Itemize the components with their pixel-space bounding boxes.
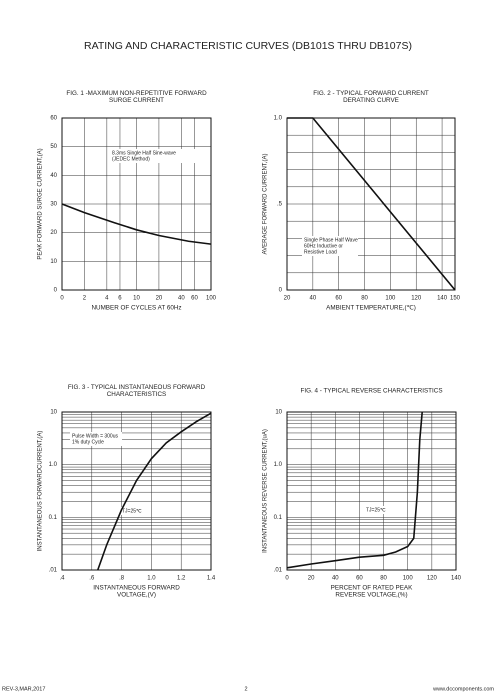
- x-tick-label: .6: [89, 576, 95, 582]
- y-tick-label: 0.1: [49, 515, 58, 521]
- plot-frame: [286, 117, 456, 291]
- annotation-box: [120, 507, 150, 515]
- x-tick-label: 100: [403, 576, 414, 582]
- x-tick-label: 140: [451, 576, 462, 582]
- y-tick-label: 20: [50, 230, 57, 236]
- y-tick-label: 30: [50, 202, 57, 208]
- curve: [97, 412, 212, 571]
- y-tick-label: 60: [50, 116, 57, 122]
- x-tick-label: 120: [427, 576, 438, 582]
- y-tick-label: 10: [275, 410, 282, 416]
- x-tick-label: 60: [191, 296, 198, 302]
- chart-title: FIG. 3 - TYPICAL INSTANTANEOUS FORWARD: [68, 384, 206, 391]
- annotation-box: [364, 506, 394, 514]
- chart-title: CHARACTERISTICS: [107, 391, 166, 398]
- x-axis-label: INSTANTANEOUS FORWARD: [93, 585, 180, 592]
- y-tick-label: .5: [277, 202, 283, 208]
- x-tick-label: 1.0: [147, 576, 156, 582]
- y-tick-label: 10: [50, 259, 57, 265]
- x-tick-label: 1.2: [177, 576, 186, 582]
- chart-title: SURGE CURRENT: [109, 97, 164, 104]
- annotation: TJ=25℃: [122, 508, 142, 514]
- x-tick-label: 1.4: [207, 576, 216, 582]
- annotation: Pulse Width = 300us: [72, 433, 118, 439]
- y-tick-label: 0: [279, 288, 283, 294]
- x-tick-label: 10: [133, 296, 140, 302]
- plot-frame: [286, 411, 457, 571]
- annotation: Single Phase Half Wave: [304, 237, 358, 243]
- annotation: (JEDEC Method): [112, 156, 150, 162]
- x-tick-label: 60: [335, 296, 342, 302]
- y-tick-label: .01: [274, 568, 283, 574]
- x-axis-label: PERCENT OF RATED PEAK: [331, 585, 413, 592]
- y-tick-label: .01: [49, 568, 58, 574]
- x-tick-label: 80: [361, 296, 368, 302]
- y-tick-label: 1.0: [49, 462, 58, 468]
- x-tick-label: 6: [118, 296, 122, 302]
- y-tick-label: 0.1: [274, 515, 283, 521]
- annotation: 8.3ms Single Half Sine-wave: [112, 150, 176, 156]
- y-tick-label: 0: [54, 288, 58, 294]
- chart-title: FIG. 1 -MAXIMUM NON-REPETITIVE FORWARD: [66, 90, 207, 97]
- annotation: TJ=25℃: [366, 507, 386, 513]
- x-tick-label: 4: [105, 296, 109, 302]
- y-axis-label: INSTANTANEOUS REVERSE CURRENT,(uA): [263, 429, 269, 553]
- x-tick-label: 40: [178, 296, 185, 302]
- footer-right: www.dccomponents.com: [432, 686, 494, 692]
- x-tick-label: 40: [310, 296, 317, 302]
- chart-title: FIG. 4 - TYPICAL REVERSE CHARACTERISTICS: [300, 388, 442, 395]
- x-axis-label: AMBIENT TEMPERATURE,(℃): [326, 305, 416, 312]
- x-tick-label: 140: [437, 296, 448, 302]
- y-axis-label: AVERAGE FORWARD CURRENT,(A): [263, 154, 269, 255]
- y-tick-label: 1.0: [274, 116, 283, 122]
- y-axis-label: INSTANTANEOUS FORWARDCURRENT,(A): [38, 431, 44, 552]
- x-tick-label: 20: [156, 296, 163, 302]
- y-tick-label: 10: [50, 410, 57, 416]
- x-tick-label: 0: [60, 296, 64, 302]
- y-tick-label: 50: [50, 144, 57, 150]
- x-axis-label: VOLTAGE,(V): [117, 592, 156, 599]
- x-tick-label: 20: [308, 576, 315, 582]
- curve: [61, 203, 212, 245]
- curve: [287, 117, 456, 291]
- annotation-box: [110, 149, 196, 163]
- x-tick-label: 60: [356, 576, 363, 582]
- annotation-box: [70, 432, 122, 446]
- plot-frame: [61, 411, 212, 571]
- x-tick-label: 20: [284, 296, 291, 302]
- curve: [286, 411, 423, 569]
- x-tick-label: 100: [206, 296, 217, 302]
- x-tick-label: 40: [332, 576, 339, 582]
- annotation: Resistive Load: [304, 249, 337, 255]
- annotation-box: [302, 236, 358, 256]
- y-axis-label: PEAK FORWARD SURGE CURRENT,(A): [38, 148, 44, 259]
- x-tick-label: 0: [285, 576, 289, 582]
- x-tick-label: 2: [83, 296, 87, 302]
- x-tick-label: 150: [450, 296, 461, 302]
- annotation: 60Hz Inductive or: [304, 243, 343, 249]
- footer-center: 2: [244, 686, 247, 692]
- annotation: 1% duty Cycle: [72, 439, 104, 445]
- x-tick-label: 80: [380, 576, 387, 582]
- x-tick-label: 120: [411, 296, 422, 302]
- chart-title: FIG. 2 - TYPICAL FORWARD CURRENT: [313, 90, 429, 97]
- x-axis-label: NUMBER OF CYCLES AT 60Hz: [91, 305, 181, 312]
- x-tick-label: .8: [119, 576, 125, 582]
- x-axis-label: REVERSE VOLTAGE,(%): [335, 592, 407, 599]
- y-tick-label: 40: [50, 173, 57, 179]
- y-tick-label: 1.0: [274, 462, 283, 468]
- x-tick-label: .4: [59, 576, 65, 582]
- page-title: RATING AND CHARACTERISTIC CURVES (DB101S…: [84, 40, 412, 52]
- chart-title: DERATING CURVE: [343, 97, 399, 104]
- footer-left: REV-3,MAR,2017: [2, 686, 45, 692]
- x-tick-label: 100: [385, 296, 396, 302]
